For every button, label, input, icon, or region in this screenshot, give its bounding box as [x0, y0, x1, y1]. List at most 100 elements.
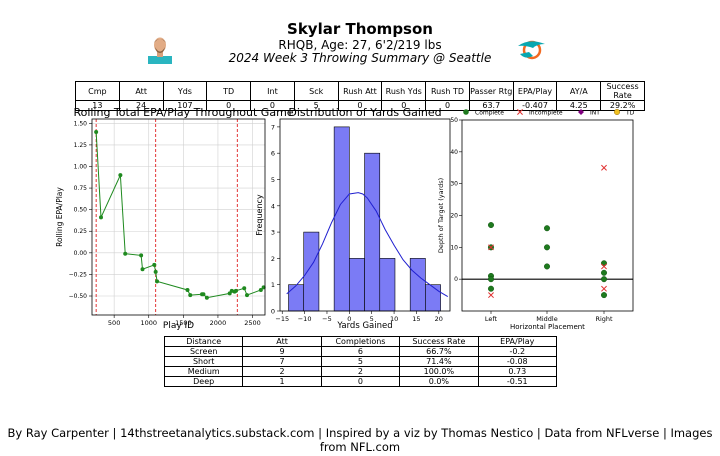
chart1-ytick-label: 1.25 — [74, 142, 88, 149]
distance-cell: 0.73 — [477, 366, 558, 377]
distance-header-cell: Distance — [163, 336, 244, 347]
chart1-xlabel: Play ID — [163, 321, 194, 331]
distance-cell: -0.51 — [477, 376, 558, 387]
chart1-ytick-label: −0.50 — [69, 293, 88, 300]
distance-cell: 7 — [242, 356, 322, 367]
distance-cell: 71.4% — [399, 356, 479, 367]
game-summary: 2024 Week 3 Throwing Summary @ Seattle — [228, 51, 492, 65]
stats-header-row: Cmp Att Yds TD Int Sck Rush Att Rush Yds… — [75, 81, 645, 101]
chart3-complete-point — [488, 276, 495, 283]
chart2-xtick-label: −5 — [322, 315, 332, 323]
chart2-xtick-label: 15 — [412, 315, 420, 323]
chart1-ytick-label: 0.50 — [74, 207, 88, 214]
chart1-xtick-label: 2500 — [244, 319, 261, 327]
chart2-bar — [333, 126, 350, 312]
chart1-xtick-label: 1500 — [175, 319, 192, 327]
distance-cell: Deep — [163, 376, 244, 387]
chart3-xtick-label: Middle — [536, 315, 557, 323]
distance-row: Screen 9 6 66.7% -0.2 — [163, 346, 558, 357]
stats-table: Cmp Att Yds TD Int Sck Rush Att Rush Yds… — [75, 81, 645, 111]
chart2-ytick-label: 5 — [271, 176, 275, 184]
chart2-ytick-label: 1 — [271, 281, 275, 289]
chart2-title: Distribution of Yards Gained — [288, 106, 441, 119]
chart1-ytick-label: 1.50 — [74, 120, 88, 127]
chart2-bar — [349, 258, 365, 312]
chart1-ytick-label: 0.00 — [74, 250, 88, 257]
chart2-xtick-label: −10 — [298, 315, 312, 323]
chart2-ytick-label: 6 — [271, 150, 275, 158]
distance-cell: -0.2 — [477, 346, 558, 357]
distance-row: Deep 1 0 0.0% -0.51 — [163, 376, 558, 387]
chart1-point — [185, 287, 190, 292]
distance-cell: Screen — [163, 346, 244, 357]
player-info: RHQB, Age: 27, 6'2/219 lbs — [278, 38, 442, 52]
chart3-ytick-label: 20 — [450, 213, 458, 220]
chart3-complete-point — [544, 225, 551, 232]
player-name: Skylar Thompson — [287, 20, 433, 38]
chart3-complete-point — [601, 260, 608, 267]
chart3-ylabel: Depth of Target (yards) — [437, 178, 445, 253]
chart1-point — [155, 279, 160, 284]
chart3-xtick-label: Right — [595, 315, 613, 323]
chart1-ytick-label: −0.25 — [69, 271, 88, 278]
chart3-ytick-label: 40 — [450, 149, 458, 156]
legend-td-marker — [614, 108, 621, 115]
distance-cell: Medium — [163, 366, 244, 377]
chart3-complete-point — [544, 244, 551, 251]
distance-cell: 0 — [320, 376, 401, 387]
footer-credits: By Ray Carpenter | 14thstreetanalytics.s… — [7, 426, 713, 454]
stats-value-cell: 29.2% — [600, 100, 645, 111]
chart1-xtick-label: 1000 — [140, 319, 157, 327]
chart1-ytick-label: 1.00 — [74, 163, 88, 170]
chart2-ylabel: Frequency — [255, 194, 264, 236]
chart1-point — [188, 293, 193, 298]
distance-cell: -0.08 — [477, 356, 558, 367]
distance-header-cell: Success Rate — [399, 336, 479, 347]
distance-table: Distance Att Completions Success Rate EP… — [163, 336, 558, 387]
chart3-ytick-label: 10 — [450, 244, 458, 251]
chart2-ytick-label: 4 — [271, 202, 275, 210]
distance-cell: 66.7% — [399, 346, 479, 357]
distance-cell: 100.0% — [399, 366, 479, 377]
distance-cell: 2 — [320, 366, 401, 377]
distance-header-cell: EPA/Play — [477, 336, 558, 347]
chart3-ytick-label: 0 — [454, 276, 458, 283]
chart2-xtick-label: 10 — [390, 315, 398, 323]
chart2-bar — [409, 258, 426, 312]
chart1-point — [258, 287, 263, 292]
chart3-complete-point — [488, 285, 495, 292]
chart2-kde-line — [286, 192, 449, 297]
chart2-bar — [379, 258, 396, 312]
chart1-point — [245, 293, 250, 298]
chart2-xtick-label: −15 — [275, 315, 289, 323]
chart3-complete-point — [488, 222, 495, 229]
chart2-xtick-label: 0 — [347, 315, 351, 323]
chart2-xtick-label: 5 — [370, 315, 374, 323]
legend-incomplete-marker — [517, 109, 523, 115]
chart3-incomplete-point — [488, 244, 494, 251]
chart3-complete-point — [544, 263, 551, 270]
chart1-ylabel: Rolling EPA/Play — [55, 187, 64, 247]
distance-header-cell: Att — [242, 336, 322, 347]
legend-int-label: INT — [590, 109, 600, 116]
chart1-point — [233, 288, 238, 293]
distance-header-cell: Completions — [320, 336, 401, 347]
stats-value-row: 13 24 107 0 0 5 0 0 0 63.7 -0.407 4.25 2… — [75, 100, 645, 111]
chart1-point — [152, 262, 157, 267]
distance-cell: 9 — [242, 346, 322, 357]
chart3-frame — [461, 119, 634, 312]
chart3-complete-point — [601, 292, 608, 299]
distance-cell: 5 — [320, 356, 401, 367]
chart1-ytick-label: 0.75 — [74, 185, 88, 192]
chart1-series-line — [95, 131, 264, 299]
chart1-point — [140, 267, 145, 272]
chart1-point — [139, 253, 144, 258]
chart3-complete-point — [601, 269, 608, 276]
distance-cell: 0.0% — [399, 376, 479, 387]
distance-cell: 1 — [242, 376, 322, 387]
chart2-ytick-label: 2 — [271, 255, 275, 263]
chart3-incomplete-point — [488, 292, 494, 299]
chart2-ytick-label: 0 — [271, 308, 275, 316]
chart2-ytick-label: 7 — [271, 123, 275, 131]
